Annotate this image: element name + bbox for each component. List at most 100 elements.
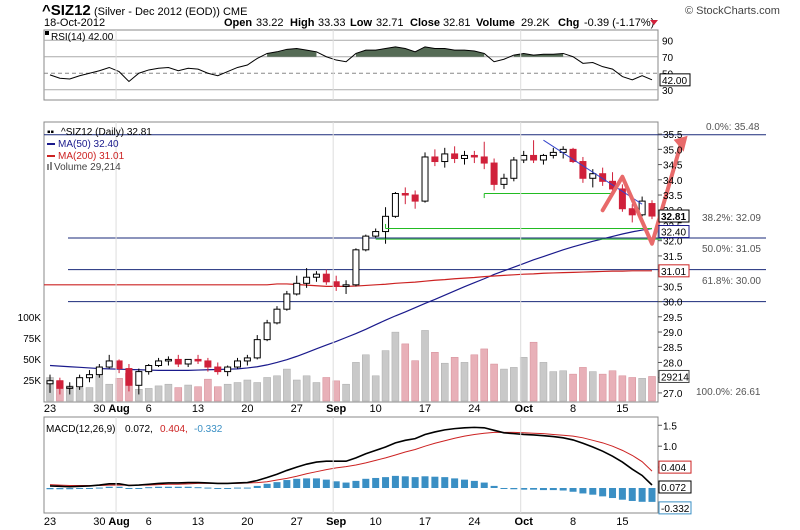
candle-body bbox=[135, 371, 143, 386]
price-tick-label: 29.0 bbox=[663, 328, 683, 339]
macd-histogram-bar bbox=[549, 488, 557, 491]
price-tick-label: 34.5 bbox=[663, 161, 683, 172]
volume-bar bbox=[223, 383, 232, 402]
high-label: High bbox=[290, 17, 315, 29]
price-tick-label: 30.5 bbox=[663, 282, 683, 293]
volume-bar bbox=[411, 360, 419, 402]
volume-bar bbox=[391, 331, 400, 402]
x-axis-label: Aug bbox=[108, 403, 129, 415]
candle-body bbox=[56, 380, 64, 389]
candle-body bbox=[569, 148, 577, 163]
candle-body bbox=[490, 162, 498, 185]
open-value: 33.22 bbox=[256, 17, 284, 29]
volume-bar bbox=[194, 386, 202, 402]
candle-body bbox=[312, 273, 320, 278]
candle bbox=[648, 200, 656, 220]
volume-bar bbox=[559, 370, 567, 402]
x-axis-label: 8 bbox=[570, 403, 576, 415]
volume-bar bbox=[233, 382, 242, 402]
candle bbox=[95, 363, 103, 378]
x-axis-label: 17 bbox=[419, 403, 431, 415]
volume-bar bbox=[638, 378, 646, 402]
macd-histogram-bar bbox=[224, 488, 232, 489]
candle-body bbox=[539, 154, 547, 161]
candle-body bbox=[283, 293, 291, 310]
chg-label: Chg bbox=[558, 17, 579, 29]
candle bbox=[470, 150, 478, 164]
candle-body bbox=[95, 366, 103, 376]
macd-signal-badge-label: 0.404 bbox=[661, 463, 686, 474]
volume-bar bbox=[441, 362, 449, 402]
candle bbox=[530, 140, 538, 164]
macd-hist-badge-box bbox=[658, 501, 692, 515]
volume-label: Volume bbox=[476, 17, 515, 29]
macd-histogram-bar bbox=[174, 486, 182, 488]
candle bbox=[76, 374, 84, 390]
macd-histogram-bar bbox=[638, 488, 646, 502]
projection-arrow-head bbox=[673, 135, 688, 152]
candle-body bbox=[46, 380, 54, 385]
candle-body bbox=[480, 156, 488, 164]
volume-badge-box bbox=[658, 369, 690, 383]
volume-bar bbox=[214, 386, 222, 402]
price-legend-icon: ▪▪ bbox=[47, 127, 55, 138]
candle bbox=[490, 158, 498, 191]
macd-histogram-bar bbox=[194, 487, 202, 489]
macd-histogram-bar bbox=[214, 488, 222, 489]
macd-histogram-bar bbox=[243, 487, 251, 489]
volume-bar bbox=[549, 371, 558, 402]
fib-label-0: 0.0%: 35.48 bbox=[706, 122, 760, 133]
volume-bar bbox=[401, 343, 410, 402]
candle-body bbox=[204, 360, 212, 368]
macd-histogram-bar bbox=[441, 477, 449, 488]
candle-body bbox=[460, 154, 468, 159]
candle bbox=[303, 268, 311, 288]
low-label: Low bbox=[350, 17, 372, 29]
price-tick-label: 31.5 bbox=[663, 252, 683, 263]
volume-bar bbox=[292, 379, 301, 402]
symbol-description: (Silver - Dec 2012 (EOD)) CME bbox=[94, 6, 247, 18]
candle bbox=[234, 357, 242, 369]
volume-bar bbox=[302, 375, 311, 402]
candle-body bbox=[332, 281, 340, 287]
volume-bar bbox=[480, 348, 488, 402]
volume-bar bbox=[539, 362, 548, 402]
candle-body bbox=[441, 153, 449, 163]
volume-bar bbox=[164, 383, 173, 402]
volume-legend-icon-bar bbox=[50, 162, 52, 170]
volume-bar bbox=[510, 367, 518, 402]
candle-body bbox=[155, 360, 163, 367]
candle bbox=[618, 184, 626, 212]
candle bbox=[56, 377, 64, 395]
candle-body bbox=[115, 360, 123, 370]
volume-bar bbox=[283, 368, 291, 402]
candle-body bbox=[510, 159, 518, 179]
ma50-badge-label: 32.40 bbox=[661, 228, 686, 239]
macd-histogram-bar bbox=[579, 488, 587, 494]
candle bbox=[184, 358, 192, 368]
price-tick-label: 28.0 bbox=[663, 358, 683, 369]
macd-histogram-bar bbox=[609, 488, 617, 499]
macd-histogram-bar bbox=[451, 478, 459, 488]
ma50-badge-box bbox=[658, 225, 690, 239]
x-axis-label: 30 bbox=[93, 516, 105, 528]
candle bbox=[105, 354, 113, 369]
macd-histogram-bar bbox=[76, 488, 84, 489]
macd-histogram-bar bbox=[470, 480, 478, 488]
rsi-layer: 9070503042.00 bbox=[44, 36, 691, 97]
x-axis-label: Aug bbox=[108, 516, 129, 528]
macd-legend-value: 0.072, bbox=[125, 424, 153, 435]
candle bbox=[174, 354, 182, 368]
rsi-panel-frame bbox=[43, 29, 659, 101]
candle-body bbox=[243, 357, 251, 362]
candle-body bbox=[431, 156, 439, 163]
candle bbox=[599, 167, 607, 186]
candle bbox=[549, 147, 557, 159]
macd-histogram-bar bbox=[530, 488, 538, 490]
price-tick-label: 34.0 bbox=[663, 176, 683, 187]
x-axis-label: Sep bbox=[326, 403, 346, 415]
macd-tick-label: 1.0 bbox=[663, 442, 677, 453]
candle-body bbox=[322, 273, 330, 283]
macd-legend-prefix: MACD(12,26,9) bbox=[46, 424, 115, 435]
